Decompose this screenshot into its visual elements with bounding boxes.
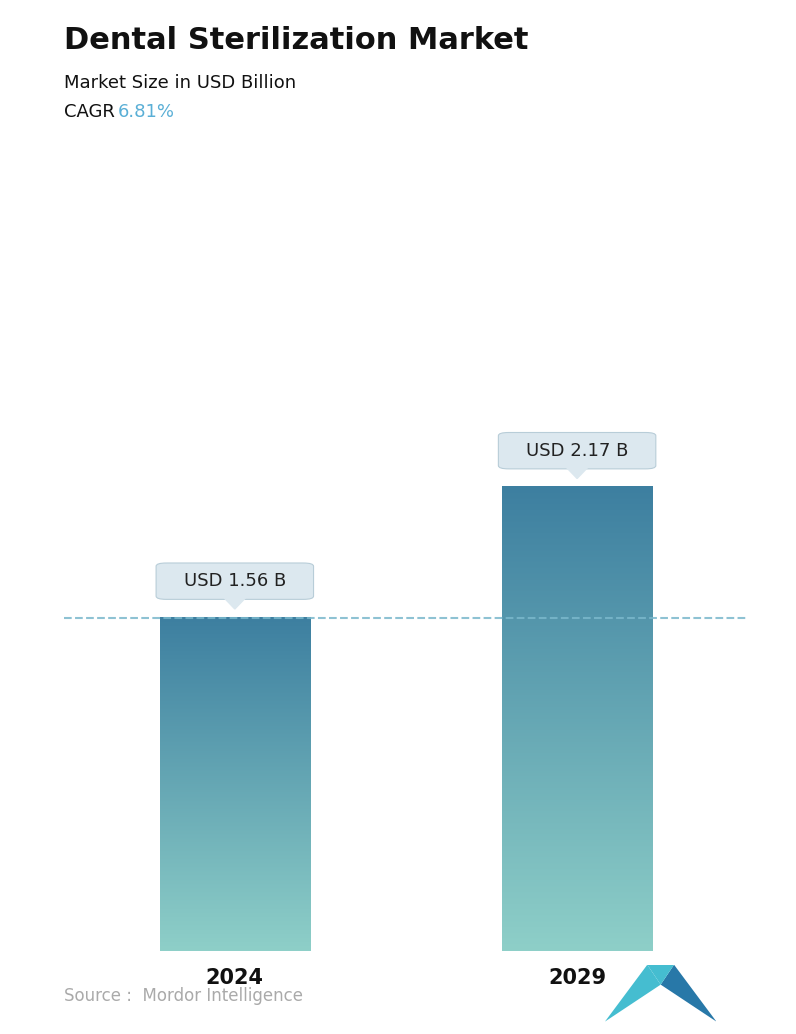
Polygon shape [647,965,674,984]
Polygon shape [605,965,661,1022]
Polygon shape [661,965,716,1022]
Text: USD 2.17 B: USD 2.17 B [526,442,628,460]
Polygon shape [223,597,247,609]
FancyBboxPatch shape [498,432,656,468]
FancyBboxPatch shape [156,562,314,600]
Text: 6.81%: 6.81% [118,103,175,121]
Text: USD 1.56 B: USD 1.56 B [184,572,286,590]
Text: Market Size in USD Billion: Market Size in USD Billion [64,74,296,92]
Text: Dental Sterilization Market: Dental Sterilization Market [64,26,529,55]
Text: CAGR: CAGR [64,103,120,121]
Polygon shape [565,465,589,479]
Text: Source :  Mordor Intelligence: Source : Mordor Intelligence [64,987,302,1005]
